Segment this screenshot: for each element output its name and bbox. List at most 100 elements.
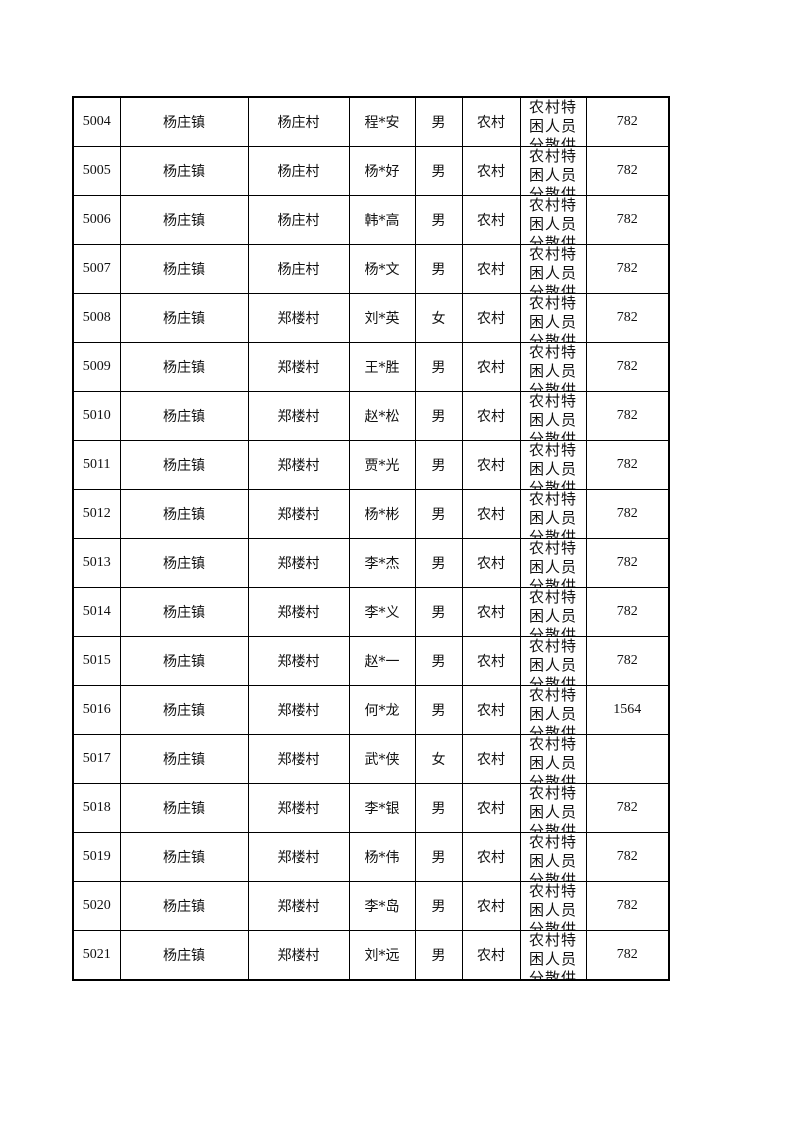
assistance-type-cell: 农村特困人员分散供养 xyxy=(519,489,587,539)
gender-cell: 男 xyxy=(414,538,463,588)
village-cell: 郑楼村 xyxy=(247,636,350,686)
assistance-type-cell: 农村特困人员分散供养 xyxy=(519,195,587,245)
assistance-type-cell: 农村特困人员分散供养 xyxy=(519,342,587,392)
serial-number-cell: 5016 xyxy=(72,685,121,735)
assistance-type-text: 农村特困人员分散供养 xyxy=(528,882,577,930)
name-cell: 贾*光 xyxy=(348,440,416,490)
assistance-type-text: 农村特困人员分散供养 xyxy=(528,245,577,293)
assistance-type-cell: 农村特困人员分散供养 xyxy=(519,587,587,637)
serial-number-cell: 5009 xyxy=(72,342,121,392)
name-cell: 武*侠 xyxy=(348,734,416,784)
area-cell: 农村 xyxy=(461,587,521,637)
area-cell: 农村 xyxy=(461,685,521,735)
gender-cell: 男 xyxy=(414,342,463,392)
serial-number-cell: 5015 xyxy=(72,636,121,686)
name-cell: 何*龙 xyxy=(348,685,416,735)
records-table: 5004杨庄镇杨庄村程*安男农村农村特困人员分散供养7825005杨庄镇杨庄村杨… xyxy=(72,96,670,981)
area-cell: 农村 xyxy=(461,489,521,539)
amount-cell: 782 xyxy=(585,538,670,588)
town-cell: 杨庄镇 xyxy=(119,636,249,686)
town-cell: 杨庄镇 xyxy=(119,440,249,490)
name-cell: 赵*一 xyxy=(348,636,416,686)
serial-number-cell: 5013 xyxy=(72,538,121,588)
assistance-type-cell: 农村特困人员分散供养 xyxy=(519,832,587,882)
area-cell: 农村 xyxy=(461,636,521,686)
name-cell: 王*胜 xyxy=(348,342,416,392)
area-cell: 农村 xyxy=(461,881,521,931)
village-cell: 郑楼村 xyxy=(247,587,350,637)
assistance-type-text: 农村特困人员分散供养 xyxy=(528,343,577,391)
gender-cell: 男 xyxy=(414,685,463,735)
assistance-type-text: 农村特困人员分散供养 xyxy=(528,147,577,195)
serial-number-cell: 5011 xyxy=(72,440,121,490)
gender-cell: 女 xyxy=(414,293,463,343)
village-cell: 杨庄村 xyxy=(247,195,350,245)
name-cell: 赵*松 xyxy=(348,391,416,441)
gender-cell: 男 xyxy=(414,391,463,441)
village-cell: 郑楼村 xyxy=(247,930,350,981)
amount-cell: 782 xyxy=(585,636,670,686)
name-cell: 杨*文 xyxy=(348,244,416,294)
serial-number-cell: 5008 xyxy=(72,293,121,343)
serial-number-cell: 5007 xyxy=(72,244,121,294)
area-cell: 农村 xyxy=(461,342,521,392)
gender-cell: 男 xyxy=(414,930,463,981)
village-cell: 郑楼村 xyxy=(247,832,350,882)
area-cell: 农村 xyxy=(461,244,521,294)
amount-cell: 782 xyxy=(585,881,670,931)
assistance-type-cell: 农村特困人员分散供养 xyxy=(519,685,587,735)
serial-number-cell: 5014 xyxy=(72,587,121,637)
amount-cell: 782 xyxy=(585,832,670,882)
serial-number-cell: 5005 xyxy=(72,146,121,196)
amount-cell xyxy=(585,734,670,784)
area-cell: 农村 xyxy=(461,293,521,343)
assistance-type-cell: 农村特困人员分散供养 xyxy=(519,783,587,833)
town-cell: 杨庄镇 xyxy=(119,930,249,981)
town-cell: 杨庄镇 xyxy=(119,685,249,735)
assistance-type-cell: 农村特困人员分散供养 xyxy=(519,440,587,490)
assistance-type-cell: 农村特困人员分散供养 xyxy=(519,734,587,784)
village-cell: 郑楼村 xyxy=(247,685,350,735)
area-cell: 农村 xyxy=(461,146,521,196)
assistance-type-cell: 农村特困人员分散供养 xyxy=(519,244,587,294)
assistance-type-cell: 农村特困人员分散供养 xyxy=(519,96,587,147)
assistance-type-text: 农村特困人员分散供养 xyxy=(528,931,577,979)
town-cell: 杨庄镇 xyxy=(119,293,249,343)
village-cell: 郑楼村 xyxy=(247,489,350,539)
name-cell: 李*岛 xyxy=(348,881,416,931)
village-cell: 郑楼村 xyxy=(247,342,350,392)
assistance-type-text: 农村特困人员分散供养 xyxy=(528,784,577,832)
serial-number-cell: 5017 xyxy=(72,734,121,784)
assistance-type-text: 农村特困人员分散供养 xyxy=(528,441,577,489)
gender-cell: 男 xyxy=(414,440,463,490)
assistance-type-cell: 农村特困人员分散供养 xyxy=(519,881,587,931)
town-cell: 杨庄镇 xyxy=(119,538,249,588)
town-cell: 杨庄镇 xyxy=(119,96,249,147)
village-cell: 杨庄村 xyxy=(247,244,350,294)
gender-cell: 男 xyxy=(414,195,463,245)
name-cell: 韩*高 xyxy=(348,195,416,245)
amount-cell: 782 xyxy=(585,293,670,343)
village-cell: 郑楼村 xyxy=(247,440,350,490)
village-cell: 杨庄村 xyxy=(247,96,350,147)
town-cell: 杨庄镇 xyxy=(119,587,249,637)
village-cell: 郑楼村 xyxy=(247,881,350,931)
serial-number-cell: 5020 xyxy=(72,881,121,931)
area-cell: 农村 xyxy=(461,538,521,588)
gender-cell: 男 xyxy=(414,96,463,147)
amount-cell: 1564 xyxy=(585,685,670,735)
name-cell: 李*杰 xyxy=(348,538,416,588)
name-cell: 程*安 xyxy=(348,96,416,147)
town-cell: 杨庄镇 xyxy=(119,881,249,931)
amount-cell: 782 xyxy=(585,783,670,833)
